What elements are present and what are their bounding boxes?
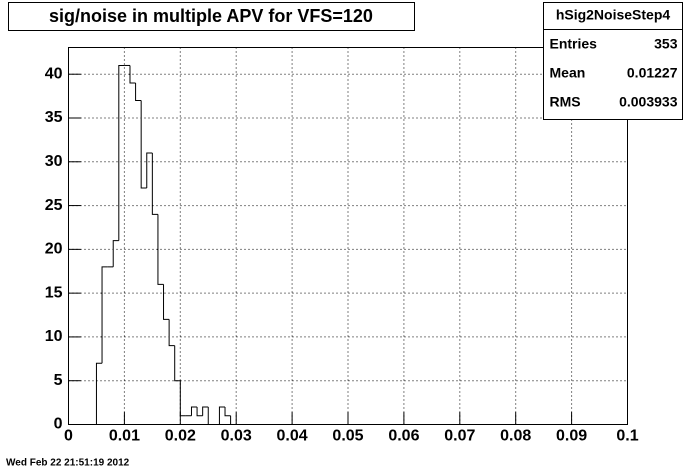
x-tick-label: 0.1 bbox=[616, 428, 638, 445]
y-tick-label: 15 bbox=[45, 284, 63, 301]
x-tick-label: 0.05 bbox=[332, 428, 363, 445]
timestamp: Wed Feb 22 21:51:19 2012 bbox=[6, 458, 130, 469]
histogram-bin bbox=[168, 319, 175, 347]
x-tick-label: 0.09 bbox=[556, 428, 587, 445]
y-tick-label: 5 bbox=[54, 372, 63, 389]
histogram-bin bbox=[151, 153, 158, 215]
y-tick-label: 20 bbox=[45, 241, 63, 258]
histogram-bin bbox=[140, 100, 147, 189]
histogram-bin bbox=[146, 152, 153, 189]
title-box bbox=[8, 2, 415, 31]
y-tick-label: 25 bbox=[45, 197, 63, 214]
y-tick-label: 0 bbox=[54, 416, 63, 433]
y-tick-label: 35 bbox=[45, 109, 63, 126]
stats-label: Entries bbox=[550, 36, 598, 52]
histogram-bin bbox=[190, 406, 198, 416]
y-tick-label: 40 bbox=[45, 65, 63, 82]
histogram-bin bbox=[218, 406, 226, 425]
histogram-bin bbox=[230, 415, 237, 425]
stats-value: 353 bbox=[654, 36, 678, 52]
histogram-bin bbox=[224, 406, 231, 417]
histogram-bin bbox=[118, 64, 125, 241]
x-tick-label: 0.01 bbox=[109, 428, 140, 445]
histogram-bin bbox=[174, 345, 181, 382]
y-tick-label: 30 bbox=[45, 153, 63, 170]
stats-value: 0.01227 bbox=[627, 65, 678, 81]
y-tick-label: 10 bbox=[45, 328, 63, 345]
x-tick-label: 0 bbox=[64, 428, 73, 445]
histogram-bin bbox=[157, 214, 164, 285]
histogram-bin bbox=[207, 406, 214, 425]
x-tick-label: 0.03 bbox=[221, 428, 252, 445]
chart-title: sig/noise in multiple APV for VFS=120 bbox=[49, 6, 373, 26]
x-tick-label: 0.06 bbox=[388, 428, 419, 445]
stats-value: 0.003933 bbox=[619, 94, 678, 110]
histogram-bin bbox=[112, 240, 119, 267]
histogram-bin bbox=[135, 82, 142, 101]
stats-box bbox=[543, 2, 683, 120]
x-tick-label: 0.02 bbox=[165, 428, 196, 445]
histogram-bin bbox=[101, 266, 108, 364]
stats-label: RMS bbox=[550, 94, 581, 110]
stats-name: hSig2NoiseStep4 bbox=[556, 7, 671, 23]
x-tick-label: 0.07 bbox=[444, 428, 475, 445]
histogram-bin bbox=[95, 362, 103, 425]
stats-label: Mean bbox=[550, 65, 586, 81]
histogram-bin bbox=[202, 406, 209, 416]
x-tick-label: 0.04 bbox=[277, 428, 308, 445]
histogram-bin bbox=[196, 406, 203, 417]
histogram-bin bbox=[129, 65, 136, 84]
histogram-bin bbox=[179, 380, 186, 417]
x-tick-label: 0.08 bbox=[500, 428, 531, 445]
histogram-bin bbox=[163, 284, 170, 320]
